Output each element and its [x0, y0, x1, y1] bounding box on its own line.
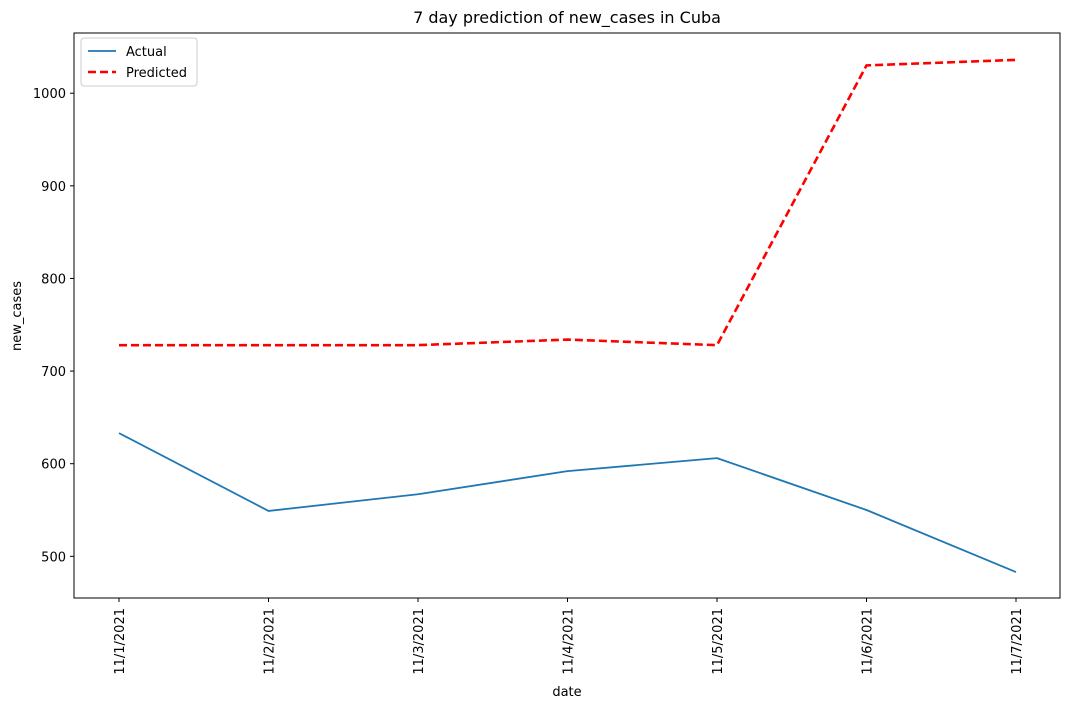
x-tick-label: 11/6/2021: [861, 608, 876, 675]
y-tick-label: 1000: [33, 87, 66, 102]
legend: Actual Predicted: [80, 37, 198, 87]
x-tick-label: 11/7/2021: [1010, 608, 1025, 675]
y-tick-label: 900: [41, 180, 66, 195]
chart-title: 7 day prediction of new_cases in Cuba: [413, 8, 721, 28]
x-tick-label: 11/2/2021: [263, 608, 278, 675]
legend-box: [80, 37, 198, 87]
x-tick-label: 11/3/2021: [412, 608, 427, 675]
series-layer: [118, 58, 1017, 573]
y-axis: 500 600 700 800 900 1000: [33, 87, 74, 565]
x-tick-label: 11/4/2021: [562, 608, 577, 675]
legend-label-predicted: Predicted: [126, 66, 187, 81]
y-tick-label: 500: [41, 550, 66, 565]
x-axis-label: date: [552, 685, 581, 700]
y-tick-label: 800: [41, 272, 66, 287]
series-line-actual: [118, 432, 1017, 573]
y-tick-label: 700: [41, 365, 66, 380]
y-tick-label: 600: [41, 458, 66, 473]
plot-area: [73, 32, 1061, 599]
y-axis-label: new_cases: [10, 281, 25, 351]
x-tick-label: 11/5/2021: [711, 608, 726, 675]
legend-label-actual: Actual: [126, 45, 167, 60]
series-line-predicted: [119, 58, 1017, 347]
x-tick-label: 11/1/2021: [113, 608, 128, 675]
x-axis: 11/1/2021 11/2/2021 11/3/2021 11/4/2021 11/5…: [113, 598, 1025, 675]
